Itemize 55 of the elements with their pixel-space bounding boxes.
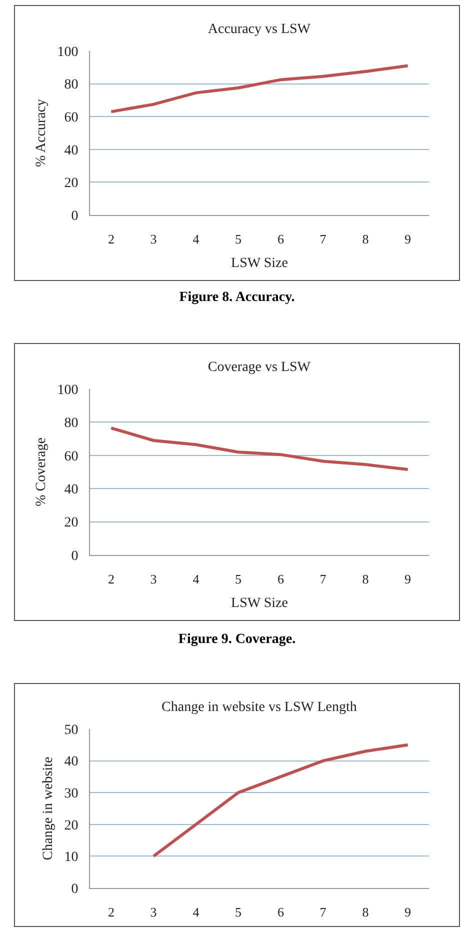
- y-axis-title: % Coverage: [34, 438, 49, 506]
- x-tick-label: 9: [404, 904, 412, 920]
- x-tick-label: 6: [277, 904, 284, 920]
- y-tick-label: 20: [64, 176, 78, 192]
- y-tick-label: 30: [64, 786, 78, 802]
- x-tick-label: 2: [108, 232, 114, 247]
- x-tick-label: 6: [277, 232, 284, 247]
- y-tick-label: 40: [64, 482, 78, 498]
- x-tick-label: 3: [150, 232, 157, 247]
- x-tick-label: 8: [362, 232, 369, 247]
- x-tick-label: 4: [192, 904, 200, 920]
- y-tick-label: 100: [57, 44, 78, 60]
- y-tick-label: 40: [64, 754, 78, 770]
- x-tick-label: 9: [404, 572, 412, 587]
- y-tick-label: 60: [64, 449, 78, 464]
- x-tick-label: 3: [150, 904, 157, 920]
- x-tick-label: 7: [320, 572, 327, 587]
- x-tick-label: 7: [320, 232, 327, 247]
- line-series: [152, 743, 410, 858]
- x-tick-label: 6: [277, 572, 284, 587]
- line-series: [110, 64, 410, 114]
- y-tick-label: 50: [64, 722, 78, 738]
- x-tick-label: 8: [362, 572, 369, 587]
- y-tick-label: 0: [71, 548, 78, 564]
- y-tick-label: 80: [64, 416, 78, 432]
- x-tick-label: 8: [362, 904, 369, 920]
- x-tick-label: 5: [235, 904, 242, 920]
- y-tick-label: 80: [64, 78, 78, 93]
- x-axis-title: LSW Size: [231, 596, 288, 611]
- x-tick-label: 4: [192, 232, 200, 247]
- caption: Figure 9. Coverage.: [177, 632, 297, 648]
- caption: Figure 8. Accuracy.: [178, 290, 296, 306]
- x-tick-label: 4: [192, 572, 200, 587]
- x-tick-label: 2: [108, 904, 114, 920]
- chart-title: Accuracy vs LSW: [208, 22, 312, 37]
- chart-title: Change in website vs LSW Length: [162, 700, 357, 715]
- line-series: [110, 426, 410, 472]
- y-tick-label: 20: [64, 818, 78, 834]
- y-tick-label: 20: [64, 516, 78, 531]
- y-tick-label: 0: [71, 882, 78, 897]
- x-tick-label: 9: [404, 232, 412, 247]
- y-axis-title: Change in website: [40, 756, 56, 860]
- y-tick-label: 60: [64, 110, 78, 126]
- chart-title: Coverage vs LSW: [208, 360, 312, 375]
- x-tick-label: 7: [320, 904, 327, 920]
- x-tick-label: 2: [108, 572, 114, 587]
- x-tick-label: 3: [150, 572, 157, 587]
- x-tick-label: 5: [235, 572, 242, 587]
- x-tick-label: 5: [235, 232, 242, 247]
- x-axis-title: LSW Size: [231, 256, 288, 271]
- y-tick-label: 40: [64, 143, 78, 158]
- y-tick-label: 10: [64, 850, 78, 866]
- y-tick-label: 0: [71, 208, 78, 224]
- y-tick-label: 100: [57, 382, 78, 398]
- y-axis-title: % Accuracy: [34, 98, 49, 168]
